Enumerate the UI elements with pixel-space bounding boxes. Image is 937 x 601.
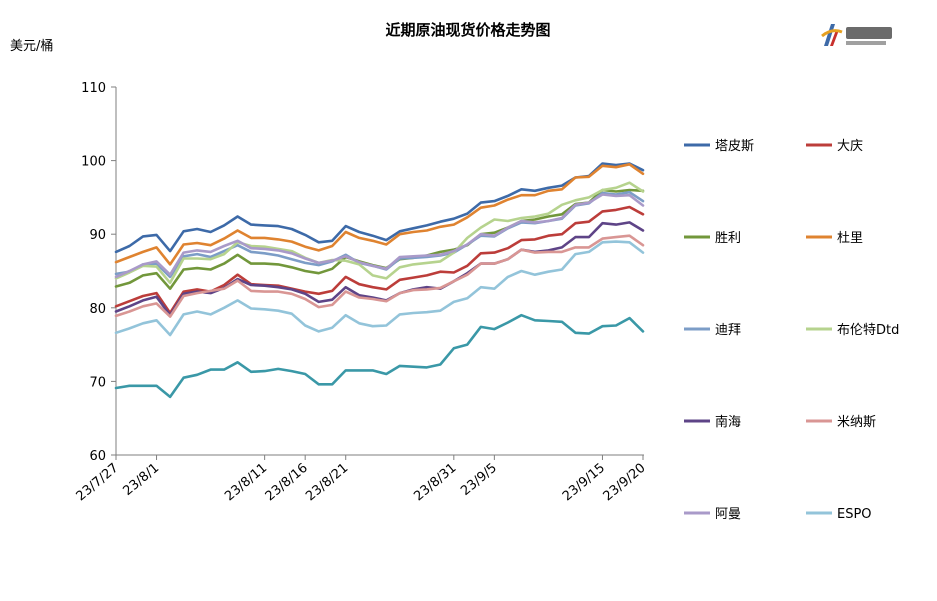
x-tick-label: 23/7/27 — [74, 461, 122, 505]
series-line-10 — [114, 240, 645, 337]
y-tick-label: 100 — [81, 155, 106, 170]
series-line-1 — [114, 162, 645, 254]
y-tick-label: 110 — [81, 81, 106, 96]
brand-logo — [821, 24, 892, 46]
x-tick-label: 23/9/20 — [601, 461, 649, 505]
series-line-8 — [114, 234, 645, 318]
legend-item-10: ESPO — [806, 507, 872, 522]
legend-item-4: 杜里 — [806, 231, 863, 246]
y-tick-label: 60 — [89, 449, 106, 464]
legend-item-1: 塔皮斯 — [684, 139, 754, 154]
legend-label: 迪拜 — [715, 323, 741, 338]
series-lines — [114, 162, 645, 399]
legend-item-8: 米纳斯 — [806, 415, 876, 430]
legend-item-9: 阿曼 — [684, 507, 741, 522]
x-tick-label: 23/8/1 — [120, 461, 162, 499]
series-line-2 — [114, 205, 645, 315]
series-line-9 — [114, 193, 645, 279]
legend-item-2: 大庆 — [806, 139, 863, 154]
x-tick-label: 23/8/11 — [222, 461, 270, 505]
legend-label: 南海 — [715, 414, 741, 430]
y-tick-label: 70 — [89, 375, 106, 390]
legend-label: 布伦特Dtd — [837, 323, 899, 338]
x-tick-label: 23/9/5 — [458, 461, 500, 499]
series-line-11 — [114, 313, 645, 399]
legend-label: 大庆 — [837, 139, 863, 154]
x-tick-label: 23/8/16 — [263, 461, 311, 505]
chart-title: 近期原油现货价格走势图 — [385, 21, 550, 39]
x-tick-label: 23/9/15 — [560, 461, 608, 505]
y-axis-ticks: 60 70 80 90 100 110 — [81, 81, 116, 464]
x-tick-label: 23/8/31 — [411, 461, 459, 505]
legend-label: 胜利 — [715, 231, 741, 246]
y-unit-label: 美元/桶 — [10, 39, 53, 54]
legend-label: 米纳斯 — [837, 415, 876, 430]
x-tick-label: 23/8/21 — [303, 461, 351, 505]
series-line-4 — [114, 163, 645, 266]
y-tick-label: 90 — [89, 228, 106, 243]
legend-label: 杜里 — [837, 231, 863, 246]
series-line-6 — [114, 181, 645, 285]
legend-item-6: 布伦特Dtd — [806, 323, 899, 338]
legend-label: ESPO — [837, 507, 872, 522]
legend-item-7: 南海 — [684, 414, 741, 430]
legend-item-5: 迪拜 — [684, 323, 741, 338]
legend-item-3: 胜利 — [684, 231, 741, 246]
legend-label: 塔皮斯 — [715, 139, 754, 154]
legend-label: 阿曼 — [715, 507, 741, 522]
y-tick-label: 80 — [89, 302, 106, 317]
